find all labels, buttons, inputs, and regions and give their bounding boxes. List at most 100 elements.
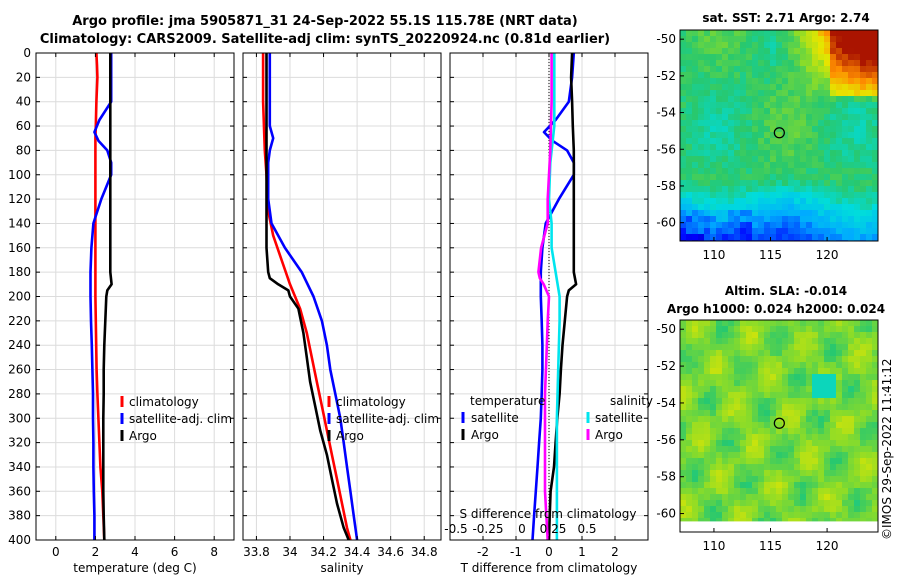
sst_map-cell	[800, 42, 806, 48]
sst_map-cell	[818, 138, 824, 144]
sla_map-cell	[866, 386, 872, 392]
sst_map-cell	[794, 234, 800, 240]
sst_map-cell	[722, 138, 728, 144]
sla_map-cell	[728, 398, 734, 404]
sla_map-cell	[752, 428, 758, 434]
sla_map-cell	[794, 410, 800, 416]
sla_map-cell	[818, 470, 824, 476]
sla_map-cell	[782, 392, 788, 398]
sla_map-cell	[722, 320, 728, 326]
sst_map-cell	[830, 156, 836, 162]
sla_map-cell	[722, 452, 728, 458]
sst_map-cell	[734, 54, 740, 60]
sst_map-cell	[854, 144, 860, 150]
sst_map-cell	[788, 126, 794, 132]
sla_map-cell	[722, 350, 728, 356]
sst_map-cell	[752, 42, 758, 48]
sst_map-cell	[734, 192, 740, 198]
sst_map-cell	[800, 174, 806, 180]
sst_map-cell	[752, 132, 758, 138]
sla_map-cell	[752, 488, 758, 494]
sst_map-cell	[692, 42, 698, 48]
sla_map-cell	[860, 344, 866, 350]
sst_map-cell	[728, 144, 734, 150]
sst_map-cell	[794, 42, 800, 48]
sst_map-cell	[752, 48, 758, 54]
sla_map-cell	[866, 482, 872, 488]
sst_map-cell	[812, 162, 818, 168]
sla_map-cell	[776, 506, 782, 512]
sst_map-cell	[830, 66, 836, 72]
sst_map-cell	[716, 132, 722, 138]
sla_map-cell	[818, 344, 824, 350]
sst_map-cell	[824, 132, 830, 138]
sst_map-cell	[710, 234, 716, 240]
sst_map-cell	[692, 36, 698, 42]
sla_map-cell	[740, 326, 746, 332]
sst_map-cell	[716, 36, 722, 42]
sst_map-cell	[800, 126, 806, 132]
sst_map-cell	[698, 48, 704, 54]
sla_map-cell	[866, 332, 872, 338]
sst_map-cell	[698, 90, 704, 96]
sst_map-cell	[722, 120, 728, 126]
sst_map-cell	[758, 132, 764, 138]
sst_map-cell	[752, 30, 758, 36]
sst_map-cell	[752, 174, 758, 180]
sla_map-cell	[842, 428, 848, 434]
sla_map-cell	[788, 476, 794, 482]
sla_map-cell	[710, 398, 716, 404]
sla_map-cell	[794, 356, 800, 362]
sst_map-cell	[842, 186, 848, 192]
sla_map-cell	[794, 344, 800, 350]
sst_map-cell	[692, 78, 698, 84]
sst_map-cell	[686, 96, 692, 102]
sst_map-cell	[770, 108, 776, 114]
sla_map-cell	[686, 482, 692, 488]
sst_map-cell	[794, 60, 800, 66]
sst_map-cell	[824, 102, 830, 108]
sst_map-cell	[800, 54, 806, 60]
salinity-xtick-label: 34.8	[411, 545, 438, 559]
sst_map-cell	[800, 228, 806, 234]
sla_map-cell	[842, 344, 848, 350]
sla_map-cell	[830, 404, 836, 410]
sst_map-cell	[692, 204, 698, 210]
sst_map-cell	[788, 96, 794, 102]
sst_map-cell	[854, 138, 860, 144]
sst_map-cell	[842, 72, 848, 78]
sst_map-cell	[722, 228, 728, 234]
sst_map-cell	[788, 234, 794, 240]
sla_map-cell	[746, 482, 752, 488]
sla_map-cell	[848, 512, 854, 518]
sla_map-cell	[806, 410, 812, 416]
sst_map-cell	[758, 60, 764, 66]
sla_map-cell	[824, 398, 830, 404]
sst_map-cell	[842, 42, 848, 48]
sst_map-cell	[776, 138, 782, 144]
sla_map-cell	[866, 410, 872, 416]
sst_map-cell	[848, 126, 854, 132]
sla_map-cell	[818, 506, 824, 512]
sst_map-cell	[764, 42, 770, 48]
sla_map-cell	[692, 452, 698, 458]
sst_map-cell	[686, 72, 692, 78]
sst_map-cell	[800, 66, 806, 72]
sla_map-cell	[830, 344, 836, 350]
sst_map-cell	[770, 54, 776, 60]
sla_map-cell	[752, 380, 758, 386]
sla_map-cell	[824, 374, 830, 380]
sla_map-cell	[728, 494, 734, 500]
sst_map-cell	[776, 222, 782, 228]
sst_map-cell	[806, 216, 812, 222]
sla_map-cell	[722, 326, 728, 332]
sst_map-cell	[776, 180, 782, 186]
sla_map-cell	[680, 410, 686, 416]
sst_map-cell	[848, 120, 854, 126]
sla_map-cell	[686, 458, 692, 464]
sst_map-cell	[866, 114, 872, 120]
sla_map-cell	[722, 440, 728, 446]
depth-tick-label: 280	[8, 387, 31, 401]
sla_map-cell	[734, 494, 740, 500]
sst_map-cell	[710, 168, 716, 174]
